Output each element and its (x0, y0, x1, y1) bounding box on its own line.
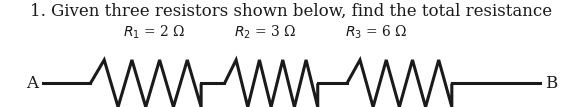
Text: 1. Given three resistors shown below, find the total resistance: 1. Given three resistors shown below, fi… (30, 3, 553, 20)
Text: B: B (545, 75, 557, 92)
Text: $R_2$ = 3 Ω: $R_2$ = 3 Ω (234, 23, 297, 41)
Text: $R_1$ = 2 Ω: $R_1$ = 2 Ω (123, 23, 186, 41)
Text: $R_3$ = 6 Ω: $R_3$ = 6 Ω (345, 23, 408, 41)
Text: A: A (26, 75, 38, 92)
